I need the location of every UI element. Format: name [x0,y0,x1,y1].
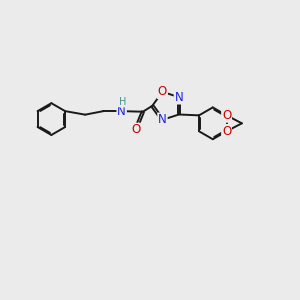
Text: N: N [175,91,183,104]
Text: N: N [158,113,167,126]
Text: O: O [158,85,167,98]
Text: O: O [222,125,231,138]
Text: O: O [131,124,140,136]
Text: O: O [222,109,231,122]
Text: H: H [118,97,126,107]
Text: N: N [117,105,126,118]
